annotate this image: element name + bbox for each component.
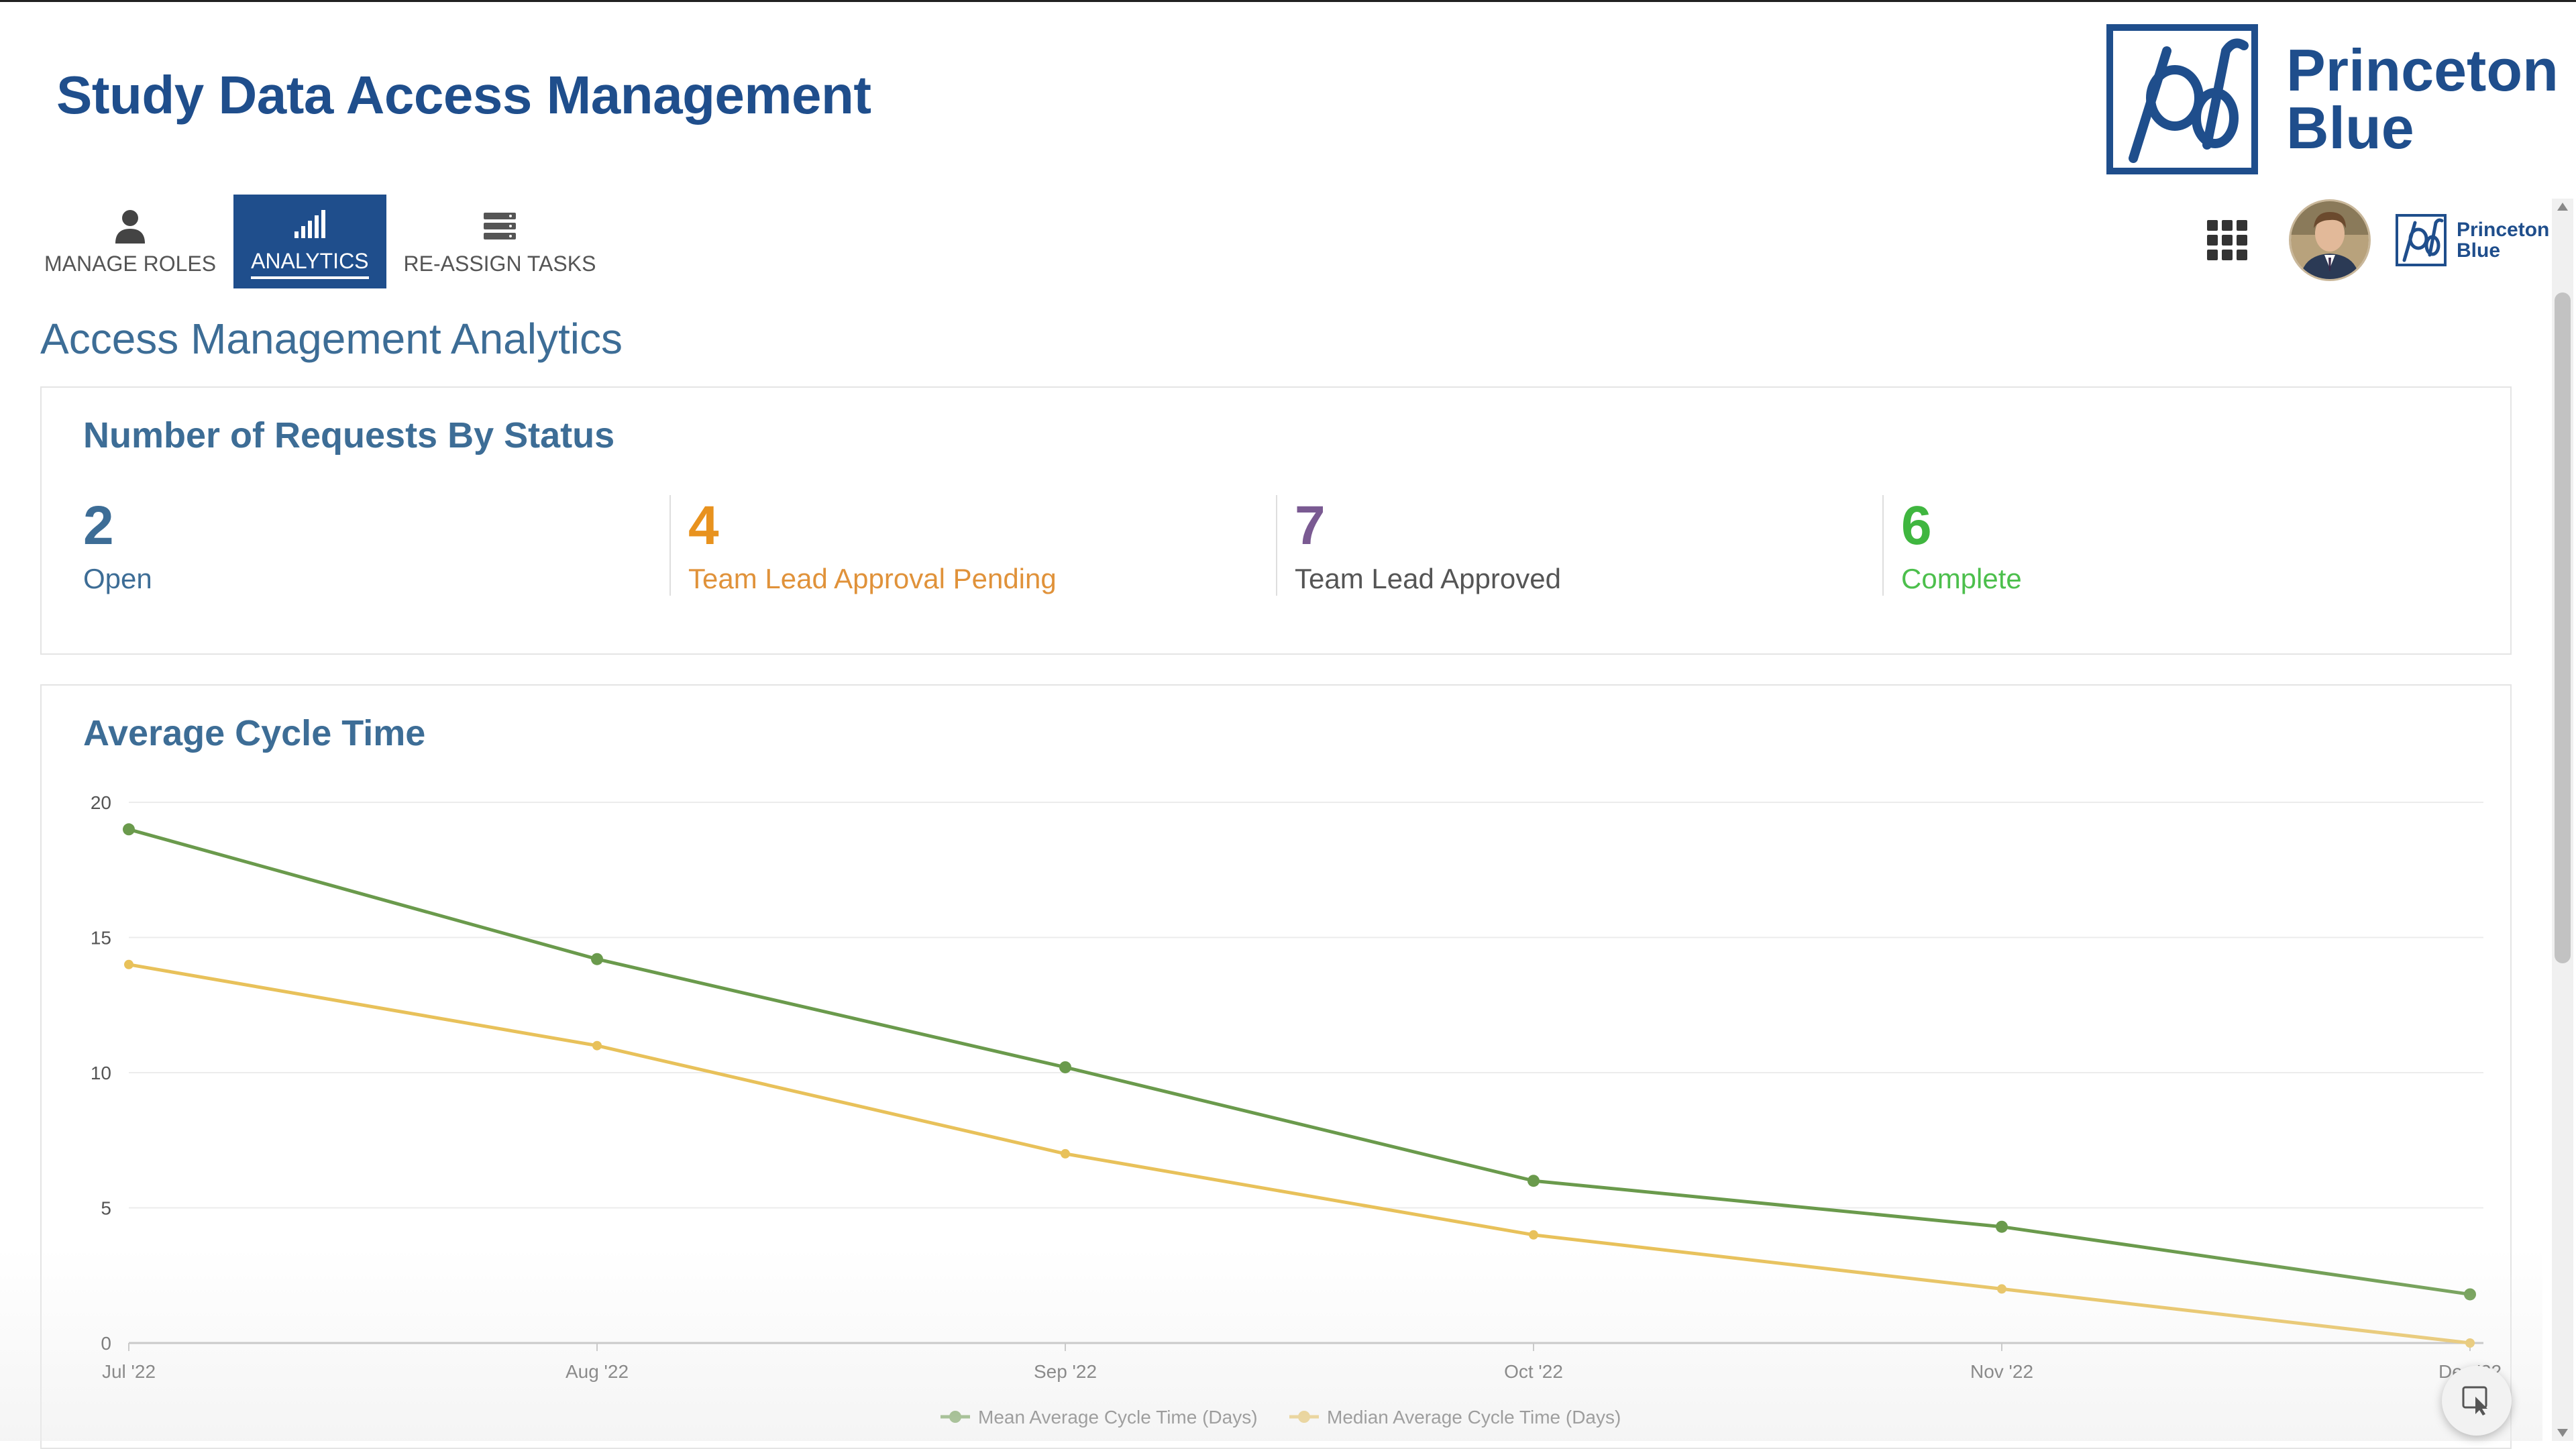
avatar-person-icon bbox=[2291, 201, 2369, 279]
brand-logo: Princeton Blue bbox=[2106, 24, 2559, 174]
stat-value: 2 bbox=[83, 495, 114, 556]
app-grid-icon[interactable] bbox=[2207, 220, 2247, 260]
window-top-border bbox=[0, 0, 2576, 2]
floating-action-button[interactable] bbox=[2442, 1366, 2512, 1436]
y-tick-label: 0 bbox=[101, 1333, 111, 1354]
legend-label: Median Average Cycle Time (Days) bbox=[1327, 1407, 1621, 1428]
y-tick-label: 20 bbox=[91, 792, 111, 813]
status-card-title: Number of Requests By Status bbox=[83, 415, 615, 455]
user-area: Princeton Blue bbox=[2207, 199, 2549, 282]
tab-label: MANAGE ROLES bbox=[44, 251, 217, 276]
stat-value: 7 bbox=[1295, 495, 1326, 556]
stat-label: Team Lead Approved bbox=[1295, 563, 1561, 594]
cursor-select-icon bbox=[2462, 1386, 2487, 1415]
cycle-card-title: Average Cycle Time bbox=[83, 713, 426, 753]
x-tick-label: Jul '22 bbox=[102, 1361, 156, 1382]
y-tick-label: 5 bbox=[101, 1198, 111, 1219]
scroll-down-arrow-icon[interactable] bbox=[2557, 1429, 2568, 1437]
nav-tabs: MANAGE ROLES ANALYTICS RE-ASSIGN TASKS bbox=[27, 195, 613, 288]
stat-value: 6 bbox=[1901, 495, 1932, 556]
data-point bbox=[592, 1040, 602, 1051]
princeton-blue-logo-icon bbox=[2106, 24, 2258, 174]
x-tick-label: Aug '22 bbox=[566, 1361, 629, 1382]
data-point bbox=[123, 823, 135, 836]
stat-label: Complete bbox=[1901, 563, 2022, 594]
stat-label: Open bbox=[83, 563, 152, 594]
y-tick-label: 15 bbox=[91, 928, 111, 949]
bar-chart-icon bbox=[293, 205, 327, 242]
x-tick-label: Sep '22 bbox=[1034, 1361, 1097, 1382]
tab-manage-roles[interactable]: MANAGE ROLES bbox=[27, 195, 233, 288]
data-point bbox=[124, 959, 133, 969]
princeton-blue-small-logo-icon bbox=[2396, 214, 2447, 266]
series-line-median bbox=[128, 963, 2471, 1345]
data-point bbox=[1527, 1175, 1540, 1187]
tab-re-assign-tasks[interactable]: RE-ASSIGN TASKS bbox=[386, 195, 614, 288]
data-point bbox=[1529, 1230, 1538, 1240]
cycle-time-line-chart: 0 5 10 15 20 Jul '22 Aug '22 Sep '22 Oct '22 Nov … bbox=[91, 792, 2502, 1428]
legend-marker bbox=[949, 1411, 961, 1423]
data-point bbox=[1061, 1148, 1070, 1159]
user-avatar[interactable] bbox=[2289, 199, 2371, 281]
stat-label: Team Lead Approval Pending bbox=[688, 563, 1057, 594]
brand-name: Princeton Blue bbox=[2286, 37, 2559, 161]
x-tick-label: Oct '22 bbox=[1504, 1361, 1563, 1382]
data-point bbox=[2464, 1288, 2476, 1301]
legend-marker bbox=[1298, 1411, 1310, 1423]
series-line-mean bbox=[128, 827, 2471, 1296]
mini-brand-logo: Princeton Blue bbox=[2395, 213, 2549, 267]
data-point bbox=[1997, 1284, 2006, 1294]
legend-label: Mean Average Cycle Time (Days) bbox=[978, 1407, 1258, 1428]
person-icon bbox=[114, 207, 146, 245]
x-tick-label: Nov '22 bbox=[1970, 1361, 2033, 1382]
cycle-time-card: Average Cycle Time 0 5 10 15 20 Jul '22 Aug '2… bbox=[40, 684, 2512, 1449]
scroll-up-arrow-icon[interactable] bbox=[2557, 203, 2568, 211]
page-heading: Access Management Analytics bbox=[40, 315, 623, 363]
data-point bbox=[1996, 1220, 2008, 1233]
tab-label: ANALYTICS bbox=[251, 249, 369, 279]
scroll-thumb[interactable] bbox=[2555, 292, 2571, 963]
mini-brand-name: Princeton Blue bbox=[2457, 219, 2550, 262]
data-point bbox=[591, 953, 603, 965]
data-point bbox=[1059, 1061, 1071, 1073]
stat-team-lead-approved: 7 Team Lead Approved bbox=[1276, 495, 1885, 596]
tab-label: RE-ASSIGN TASKS bbox=[403, 251, 596, 276]
stat-team-lead-approval-pending: 4 Team Lead Approval Pending bbox=[669, 495, 1279, 596]
stat-value: 4 bbox=[688, 495, 719, 556]
stat-complete: 6 Complete bbox=[1882, 495, 2491, 596]
tab-analytics[interactable]: ANALYTICS bbox=[233, 195, 386, 288]
app-title: Study Data Access Management bbox=[56, 65, 871, 125]
stack-icon bbox=[482, 207, 517, 245]
stat-open: 2 Open bbox=[83, 495, 674, 596]
y-tick-label: 10 bbox=[91, 1063, 111, 1083]
data-point bbox=[2465, 1338, 2475, 1348]
vertical-scrollbar[interactable] bbox=[2552, 199, 2573, 1441]
status-card: Number of Requests By Status 2 Open 4 Te… bbox=[40, 386, 2512, 655]
